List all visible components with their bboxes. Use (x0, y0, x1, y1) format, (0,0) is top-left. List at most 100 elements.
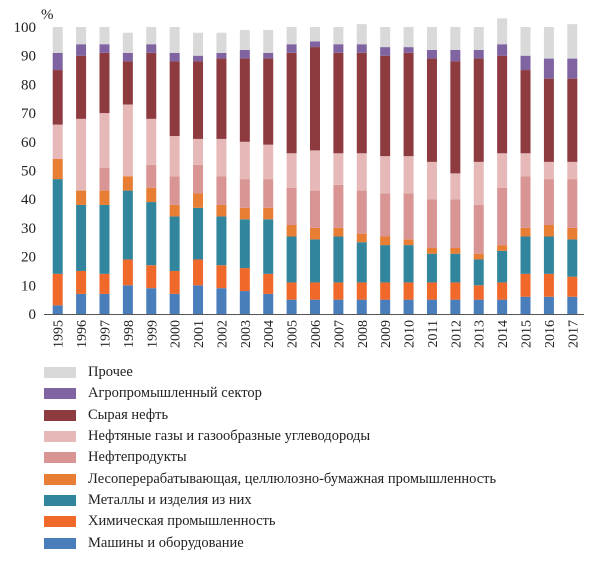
bar-segment (567, 227, 578, 240)
bar-segment (76, 44, 87, 56)
bar-stack-2006 (310, 27, 320, 314)
y-tick-label: 50 (21, 164, 36, 180)
bar-segment (52, 305, 63, 314)
bar-segment (567, 296, 578, 314)
bar-segment (263, 273, 274, 294)
bar-stack-2000 (169, 27, 180, 314)
x-tick-label: 2008 (356, 320, 371, 348)
bar-stack-2016 (543, 27, 554, 314)
bar-segment (99, 27, 110, 45)
bar-segment (263, 219, 274, 274)
bar-segment (146, 288, 157, 314)
bar-segment (543, 161, 554, 180)
bar-segment (473, 285, 484, 300)
bar-segment (497, 55, 508, 154)
bar-segment (169, 176, 180, 205)
bar-segment (403, 156, 414, 194)
bar-segment (520, 27, 531, 56)
x-tick-label: 2016 (543, 320, 558, 348)
bar-stack-1999 (146, 27, 157, 314)
bar-segment (450, 199, 461, 248)
y-tick-label: 70 (21, 106, 36, 122)
bar-segment (497, 44, 508, 56)
bar-segment (193, 285, 204, 314)
bar-segment (380, 299, 391, 314)
bar-segment (263, 52, 274, 59)
x-tick-label: 2011 (426, 320, 441, 347)
bar-segment (310, 239, 320, 283)
bar-segment (286, 27, 297, 45)
bar-segment (99, 52, 110, 114)
bar-segment (473, 161, 484, 205)
x-tick-label: 2001 (192, 320, 207, 348)
bar-segment (263, 29, 274, 53)
bar-segment (473, 299, 484, 314)
bar-segment (380, 245, 391, 283)
legend-item: Металлы и изделия из них (44, 490, 604, 511)
bar-segment (520, 176, 531, 228)
bar-stack-2002 (216, 32, 227, 314)
bar-segment (169, 270, 180, 294)
bar-segment (193, 207, 204, 260)
y-tick-label: 60 (21, 135, 36, 151)
bar-segment (310, 47, 320, 151)
bar-stack-2010 (403, 27, 414, 314)
bar-segment (146, 187, 157, 203)
bar-stack-2009 (380, 27, 391, 314)
bar-segment (122, 32, 133, 53)
bar-segment (99, 190, 110, 205)
bar-segment (286, 187, 297, 226)
y-tick-label: 40 (21, 192, 36, 208)
x-tick-label: 2015 (520, 320, 535, 348)
legend-item: Машины и оборудование (44, 532, 604, 553)
legend-label: Прочее (88, 364, 133, 381)
bar-segment (99, 167, 110, 191)
legend-swatch (44, 367, 76, 379)
bar-segment (356, 282, 367, 300)
x-tick-label: 1996 (75, 320, 90, 348)
bar-stack-2005 (286, 27, 297, 314)
bar-segment (239, 179, 250, 208)
bar-segment (286, 225, 297, 237)
bar-segment (52, 124, 63, 160)
bar-segment (567, 179, 578, 228)
bar-segment (122, 52, 133, 62)
legend-label: Нефтяные газы и газообразные углеводород… (88, 428, 371, 445)
bar-segment (333, 153, 344, 185)
bar-segment (52, 70, 63, 125)
bar-segment (52, 159, 63, 180)
bar-segment (380, 47, 391, 56)
bar-segment (99, 113, 110, 168)
bar-segment (169, 216, 180, 271)
bar-segment (216, 176, 227, 205)
legend-swatch (44, 452, 76, 464)
bar-segment (216, 265, 227, 289)
legend-swatch (44, 409, 76, 421)
bar-segment (473, 253, 484, 260)
bar-segment (543, 236, 554, 274)
legend-label: Нефтепродукты (88, 449, 187, 466)
legend-swatch (44, 537, 76, 549)
bar-segment (146, 44, 157, 53)
bar-segment (286, 44, 297, 53)
bar-segment (169, 293, 180, 314)
bar-segment (403, 52, 414, 157)
bar-segment (122, 190, 133, 260)
bar-segment (193, 55, 204, 62)
legend-swatch (44, 516, 76, 528)
y-tick-label: 80 (21, 77, 36, 93)
legend-label: Химическая промышленность (88, 513, 276, 530)
bar-segment (473, 204, 484, 254)
bar-segment (543, 58, 554, 79)
bar-segment (403, 299, 414, 314)
bar-segment (380, 156, 391, 194)
bar-segment (356, 24, 367, 45)
bar-stack-2003 (239, 29, 250, 314)
bar-segment (356, 242, 367, 283)
bar-segment (567, 161, 578, 180)
bar-stack-2017 (567, 24, 578, 314)
bar-segment (450, 61, 461, 174)
bar-segment (99, 44, 110, 53)
bar-segment (380, 55, 391, 157)
bar-segment (450, 299, 461, 314)
